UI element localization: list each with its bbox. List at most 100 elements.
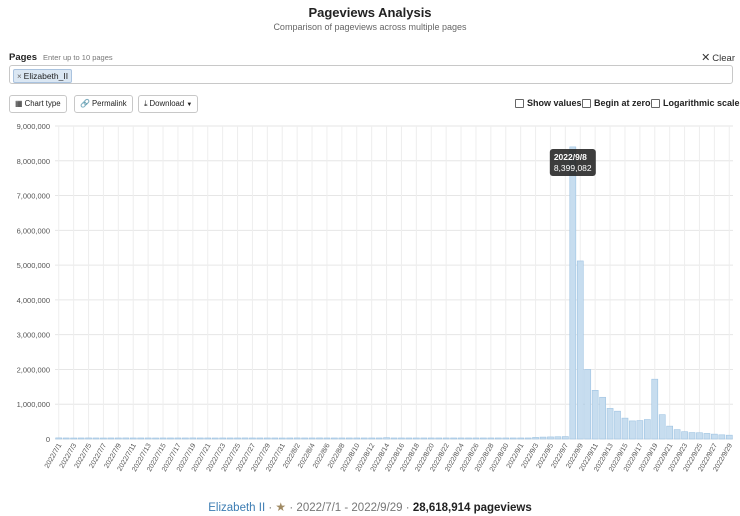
bar[interactable] xyxy=(62,437,70,440)
bar[interactable] xyxy=(457,437,465,440)
bar[interactable] xyxy=(85,437,92,440)
bar[interactable] xyxy=(353,437,361,440)
show-values-checkbox[interactable] xyxy=(515,98,524,108)
page-chip[interactable]: × Elizabeth_II xyxy=(13,69,73,83)
bar[interactable] xyxy=(226,437,234,440)
bar[interactable] xyxy=(554,436,562,440)
bar[interactable] xyxy=(256,437,264,440)
bar[interactable] xyxy=(465,437,472,440)
bar[interactable] xyxy=(427,437,435,440)
bar[interactable] xyxy=(189,437,197,440)
bar[interactable] xyxy=(562,436,569,440)
bar[interactable] xyxy=(338,437,346,440)
permalink-button[interactable]: 🔗 Permalink xyxy=(74,95,133,113)
bar[interactable] xyxy=(398,437,405,440)
bar[interactable] xyxy=(442,437,450,440)
bar[interactable] xyxy=(390,437,398,440)
bar[interactable] xyxy=(234,437,241,440)
bar[interactable] xyxy=(435,437,443,440)
bar[interactable] xyxy=(532,437,539,440)
bar[interactable] xyxy=(77,437,85,440)
bar[interactable] xyxy=(204,437,212,440)
pages-input[interactable]: × Elizabeth_II xyxy=(9,65,733,84)
bar[interactable] xyxy=(167,437,174,440)
bar[interactable] xyxy=(264,437,271,440)
bar[interactable] xyxy=(576,260,584,440)
bar[interactable] xyxy=(711,433,718,440)
bar[interactable] xyxy=(115,437,122,440)
bar[interactable] xyxy=(413,437,420,440)
bar[interactable] xyxy=(241,437,249,440)
bar[interactable] xyxy=(375,437,383,440)
bar[interactable] xyxy=(405,437,413,440)
bar[interactable] xyxy=(673,429,681,440)
bar[interactable] xyxy=(688,432,696,440)
bar[interactable] xyxy=(636,420,644,440)
bar[interactable] xyxy=(502,437,510,440)
article-link[interactable]: Elizabeth II xyxy=(208,502,266,514)
bar[interactable] xyxy=(703,433,711,440)
bar[interactable] xyxy=(368,437,375,440)
bar[interactable] xyxy=(55,437,63,440)
bar[interactable] xyxy=(621,417,629,440)
bar[interactable] xyxy=(569,146,577,440)
bar[interactable] xyxy=(614,410,621,440)
bar[interactable] xyxy=(278,437,286,440)
bar[interactable] xyxy=(450,437,457,440)
bar[interactable] xyxy=(331,437,338,440)
bar[interactable] xyxy=(599,396,606,440)
bar[interactable] xyxy=(144,437,152,440)
bar[interactable] xyxy=(129,437,137,440)
begin-at-zero-option[interactable]: Begin at zero xyxy=(582,98,651,108)
bar[interactable] xyxy=(323,437,331,440)
bar[interactable] xyxy=(308,437,316,440)
bar[interactable] xyxy=(345,437,353,440)
bar[interactable] xyxy=(211,437,219,440)
bar[interactable] xyxy=(271,437,279,440)
bar[interactable] xyxy=(643,419,651,440)
bar[interactable] xyxy=(725,434,733,440)
bar[interactable] xyxy=(494,437,502,440)
chart-type-button[interactable]: ▦ Chart type xyxy=(9,95,67,113)
bar[interactable] xyxy=(517,437,524,440)
log-scale-option[interactable]: Logarithmic scale xyxy=(651,98,740,108)
bar[interactable] xyxy=(107,437,115,440)
bar[interactable] xyxy=(360,437,368,440)
bar[interactable] xyxy=(666,425,673,440)
bar[interactable] xyxy=(301,437,308,440)
bar[interactable] xyxy=(137,437,145,440)
bar[interactable] xyxy=(681,431,688,440)
bar[interactable] xyxy=(524,437,532,440)
bar[interactable] xyxy=(584,369,592,440)
bar[interactable] xyxy=(249,437,256,440)
bar[interactable] xyxy=(92,437,100,440)
bar[interactable] xyxy=(539,436,547,440)
bar[interactable] xyxy=(152,437,159,440)
bar[interactable] xyxy=(174,437,182,440)
clear-button[interactable]: ✕ Clear xyxy=(701,51,735,64)
bar[interactable] xyxy=(480,437,487,440)
bar[interactable] xyxy=(509,437,517,440)
bar[interactable] xyxy=(70,437,77,440)
begin-at-zero-checkbox[interactable] xyxy=(582,98,591,108)
log-scale-checkbox[interactable] xyxy=(651,98,660,108)
bar[interactable] xyxy=(696,432,703,440)
bar[interactable] xyxy=(219,437,226,440)
download-button[interactable]: ⤓ Download ▼ xyxy=(138,95,199,113)
bar[interactable] xyxy=(651,378,659,440)
bar[interactable] xyxy=(606,408,614,440)
bar[interactable] xyxy=(293,437,301,440)
bar[interactable] xyxy=(629,420,636,440)
bar[interactable] xyxy=(658,414,666,440)
bar[interactable] xyxy=(383,437,390,440)
show-values-option[interactable]: Show values xyxy=(515,98,582,108)
bar[interactable] xyxy=(420,437,428,440)
chip-remove-icon[interactable]: × xyxy=(17,72,22,81)
bar[interactable] xyxy=(286,437,294,440)
bar[interactable] xyxy=(487,437,495,440)
bar[interactable] xyxy=(547,436,554,440)
bar[interactable] xyxy=(100,437,107,440)
bar[interactable] xyxy=(591,390,599,440)
bar[interactable] xyxy=(182,437,189,440)
bar[interactable] xyxy=(196,437,204,440)
